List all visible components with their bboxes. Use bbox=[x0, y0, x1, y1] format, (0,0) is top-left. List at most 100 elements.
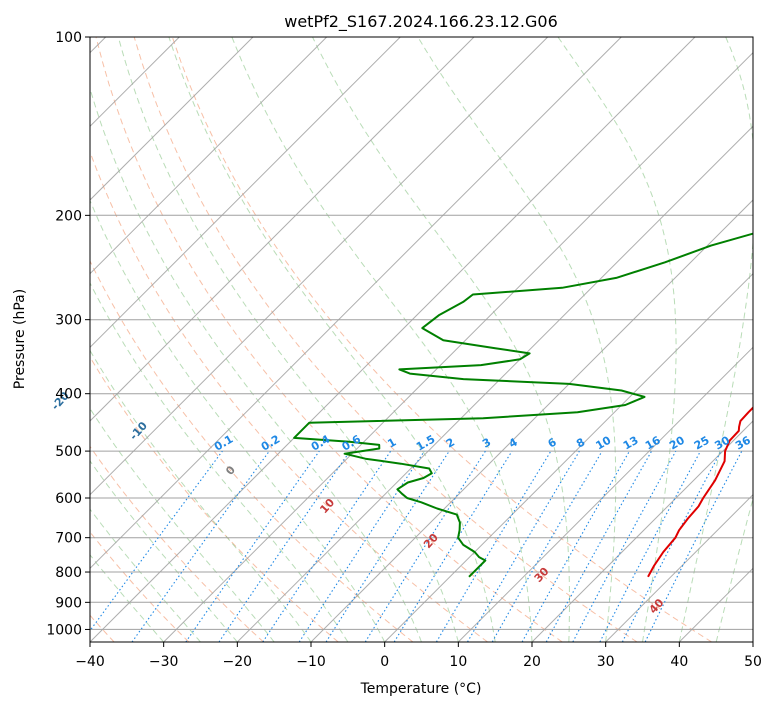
isotherm bbox=[457, 346, 753, 642]
mixing-ratio-line bbox=[545, 450, 653, 642]
y-tick-label: 500 bbox=[55, 444, 82, 460]
mixing-ratio-line bbox=[621, 450, 722, 642]
x-tick-label: −40 bbox=[75, 654, 105, 670]
moist-adiabat bbox=[117, 37, 459, 642]
moist-adiabat bbox=[90, 407, 275, 642]
mixing-ratio-label: 8 bbox=[574, 436, 587, 451]
mixing-ratio-label: 6 bbox=[546, 435, 559, 450]
isotherm bbox=[236, 125, 753, 642]
y-tick-label: 300 bbox=[55, 313, 82, 329]
mixing-ratio-label: 1 bbox=[385, 436, 398, 451]
mixing-ratio-label: 10 bbox=[593, 433, 613, 452]
isotherm bbox=[531, 420, 753, 642]
x-tick-label: −10 bbox=[296, 654, 326, 670]
moist-adiabat bbox=[231, 37, 533, 642]
temperature-profile bbox=[647, 406, 753, 578]
x-tick-label: 0 bbox=[380, 654, 389, 670]
mixing-ratio-label: 3 bbox=[480, 436, 493, 451]
dry-adiabat bbox=[90, 445, 264, 642]
mixing-ratio-line bbox=[572, 450, 677, 642]
x-axis-label: Temperature (°C) bbox=[360, 681, 482, 697]
plot-area bbox=[90, 37, 753, 642]
moist-adiabat bbox=[90, 508, 201, 642]
moist-adiabat bbox=[557, 37, 677, 642]
dry-adiabat-label: 30 bbox=[532, 565, 552, 585]
dry-adiabat-label: 0 bbox=[223, 463, 238, 478]
mixing-ratio-label: 13 bbox=[621, 434, 641, 453]
mixing-ratio-label: 16 bbox=[643, 433, 663, 452]
x-tick-label: 10 bbox=[449, 654, 467, 670]
mixing-ratio-line bbox=[90, 450, 223, 632]
mixing-ratio-line bbox=[325, 450, 450, 642]
chart-title: wetPf2_S167.2024.166.23.12.G06 bbox=[284, 12, 558, 32]
y-tick-label: 900 bbox=[55, 595, 82, 611]
x-tick-label: −30 bbox=[149, 654, 179, 670]
x-tick-label: 50 bbox=[744, 654, 762, 670]
mixing-ratio-label: 2 bbox=[444, 436, 457, 451]
y-tick-label: 400 bbox=[55, 387, 82, 403]
dry-adiabat bbox=[133, 37, 638, 642]
y-axis-label: Pressure (hPa) bbox=[12, 289, 28, 389]
isotherm bbox=[90, 37, 254, 201]
isotherm bbox=[310, 199, 753, 642]
moist-adiabat bbox=[90, 199, 386, 642]
mixing-ratio-line bbox=[521, 450, 630, 642]
plot-frame bbox=[89, 36, 754, 643]
mixing-ratio-label: 0.2 bbox=[259, 433, 282, 454]
mixing-ratio-label: 0.1 bbox=[212, 433, 235, 454]
x-tick-label: −20 bbox=[223, 654, 253, 670]
dry-adiabat bbox=[90, 531, 190, 642]
mixing-ratio-label: 4 bbox=[507, 435, 520, 450]
isotherm bbox=[163, 51, 753, 642]
moist-adiabat bbox=[90, 86, 422, 642]
moist-adiabat bbox=[312, 37, 570, 642]
moist-adiabat bbox=[417, 37, 617, 642]
y-tick-label: 100 bbox=[55, 30, 82, 46]
moist-adiabat bbox=[715, 496, 753, 642]
dry-adiabat-label: -10 bbox=[127, 419, 150, 443]
isotherm bbox=[90, 37, 328, 275]
y-tick-label: 1000 bbox=[46, 622, 82, 638]
dry-adiabat-label: 20 bbox=[421, 531, 441, 551]
mixing-ratio-line bbox=[599, 450, 701, 642]
mixing-ratio-label: 25 bbox=[692, 434, 712, 453]
x-tick-label: 40 bbox=[670, 654, 688, 670]
moist-adiabat bbox=[678, 37, 753, 642]
isotherm bbox=[678, 567, 753, 642]
isotherm bbox=[90, 37, 622, 570]
mixing-ratio-line bbox=[393, 450, 513, 642]
moist-adiabat bbox=[90, 460, 238, 642]
dry-adiabat bbox=[171, 37, 712, 642]
mixing-ratio-label: 30 bbox=[712, 433, 732, 452]
moist-adiabat bbox=[90, 349, 312, 642]
mixing-ratio-line bbox=[262, 450, 392, 642]
y-tick-label: 200 bbox=[55, 208, 82, 224]
mixing-ratio-line bbox=[467, 450, 580, 642]
mixing-ratio-line bbox=[644, 450, 743, 642]
mixing-ratio-label: 0.6 bbox=[340, 432, 364, 453]
mixing-ratio-line bbox=[185, 450, 320, 642]
moist-adiabat bbox=[90, 554, 165, 642]
dry-adiabat bbox=[95, 37, 563, 642]
mixing-ratio-label: 36 bbox=[733, 433, 753, 452]
x-tick-label: 20 bbox=[523, 654, 541, 670]
isotherm bbox=[605, 493, 753, 642]
isotherm bbox=[752, 641, 753, 642]
y-tick-label: 700 bbox=[55, 531, 82, 547]
mixing-ratio-line bbox=[218, 450, 351, 642]
moist-adiabat bbox=[752, 640, 753, 642]
mixing-ratio-line bbox=[435, 450, 552, 642]
y-tick-label: 600 bbox=[55, 491, 82, 507]
y-tick-label: 800 bbox=[55, 565, 82, 581]
dry-adiabat bbox=[90, 150, 488, 642]
isotherm bbox=[90, 37, 401, 349]
dry-adiabat bbox=[90, 356, 339, 642]
x-tick-label: 30 bbox=[597, 654, 615, 670]
dewpoint-profile bbox=[293, 232, 753, 578]
moist-adiabat bbox=[168, 37, 496, 642]
mixing-ratio-line bbox=[131, 450, 270, 642]
isotherm bbox=[90, 37, 549, 496]
dry-adiabat bbox=[90, 259, 414, 642]
mixing-ratio-label: 0.4 bbox=[309, 432, 333, 453]
isotherm bbox=[384, 272, 753, 642]
